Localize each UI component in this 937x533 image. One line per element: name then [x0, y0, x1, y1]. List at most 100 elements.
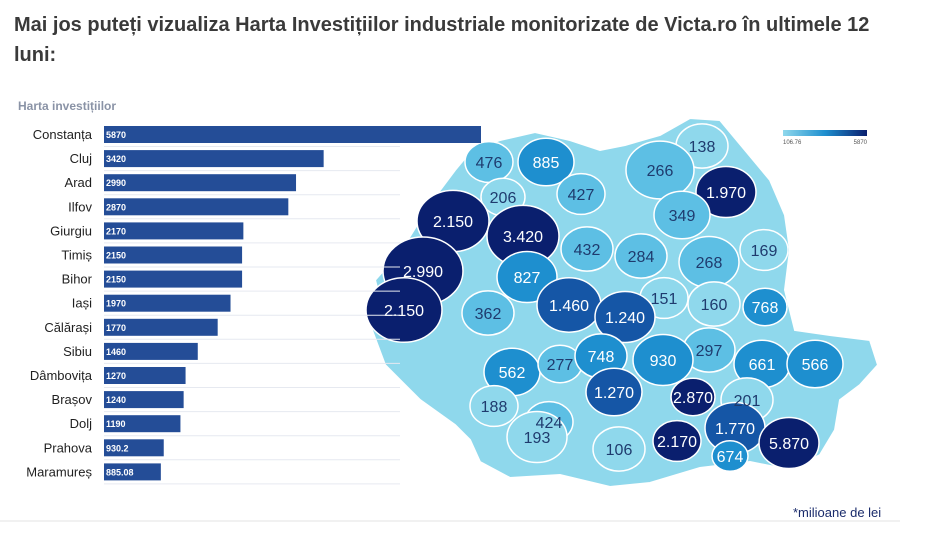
- map-region-label: 160: [701, 297, 728, 314]
- map-region-label: 2.990: [403, 264, 443, 281]
- map-region-label: 1.770: [715, 421, 755, 438]
- map-region-label: 297: [696, 343, 723, 360]
- map-region-label: 566: [802, 357, 829, 374]
- bar-value-label: 1270: [106, 371, 126, 381]
- map-region: [556, 172, 606, 216]
- map-region-label: 1.970: [706, 185, 746, 202]
- bar-value-label: 2150: [106, 275, 126, 285]
- map-region-label: 768: [752, 300, 779, 317]
- map-region: [758, 416, 820, 470]
- bar-chart-title: Harta investițiilor: [18, 99, 116, 113]
- map-region-label: 362: [475, 306, 502, 323]
- map-region: [711, 439, 749, 473]
- bar-value-label: 5870: [106, 130, 126, 140]
- map-region-label: 169: [751, 243, 778, 260]
- panel-divider: [0, 520, 900, 522]
- bar: [104, 222, 244, 240]
- map-region: [614, 233, 668, 279]
- bar-value-label: 930.2: [106, 443, 129, 453]
- bar-value-label: 1970: [106, 299, 126, 309]
- map-region-label: 2.870: [673, 390, 713, 407]
- map-legend-min: 106.76: [783, 140, 802, 146]
- bar-category-label: Maramureș: [26, 464, 92, 479]
- map-region-label: 2.150: [433, 214, 473, 231]
- bar-value-label: 1240: [106, 395, 126, 405]
- map-region: [632, 333, 694, 387]
- bar-value-label: 2150: [106, 251, 126, 261]
- bar: [104, 415, 181, 433]
- map-region: [625, 140, 695, 200]
- bar: [104, 367, 186, 384]
- bar-category-label: Dâmbovița: [30, 368, 93, 383]
- map-region: [742, 287, 788, 327]
- bar-category-label: Prahova: [44, 440, 93, 455]
- map-region-label: 1.240: [605, 310, 645, 327]
- map-region-label: 827: [514, 270, 541, 287]
- page-headline: Mai jos puteți vizualiza Harta Investiți…: [14, 14, 870, 66]
- bar: [104, 294, 231, 312]
- map-region-label: 432: [574, 242, 601, 259]
- bar-category-label: Arad: [65, 175, 92, 190]
- bar-category-label: Călărași: [44, 320, 92, 335]
- units-footnote: *milioane de lei: [793, 505, 882, 520]
- map-region-label: 193: [524, 430, 551, 447]
- bar-value-label: 1770: [106, 323, 126, 333]
- bar-value-label: 2870: [106, 202, 126, 212]
- bar-value-label: 885.08: [106, 467, 134, 477]
- map-region-label: 188: [481, 399, 508, 416]
- map-region: [653, 190, 711, 240]
- map-region: [652, 419, 702, 463]
- map-region: [469, 384, 519, 428]
- bar-category-label: Constanța: [33, 127, 93, 142]
- map-region-label: 266: [647, 163, 674, 180]
- map-region-label: 106: [606, 442, 633, 459]
- bar: [104, 270, 243, 288]
- map-region-label: 885: [533, 155, 560, 172]
- bar-value-label: 3420: [106, 154, 126, 164]
- map-legend-max: 5870: [854, 140, 868, 146]
- map-region-label: 2.150: [384, 303, 424, 320]
- map-region-label: 5.870: [769, 436, 809, 453]
- map-region-label: 562: [499, 365, 526, 382]
- bar-category-label: Sibiu: [63, 344, 92, 359]
- map-region: [592, 426, 646, 472]
- map-region-label: 138: [689, 139, 716, 156]
- map-region-label: 206: [490, 190, 517, 207]
- map-region-label: 284: [628, 249, 655, 266]
- bar: [104, 198, 289, 216]
- map-region-label: 424: [536, 415, 563, 432]
- map-region: [461, 290, 515, 336]
- map-region-label: 930: [650, 353, 677, 370]
- map-region-label: 201: [734, 393, 761, 410]
- map-region: [560, 226, 614, 272]
- bar-category-label: Timiș: [61, 248, 92, 263]
- bar-category-label: Brașov: [52, 392, 93, 407]
- map-region-label: 427: [568, 187, 595, 204]
- map-region-label: 2.170: [657, 434, 697, 451]
- bar: [104, 463, 161, 481]
- map-region-label: 349: [669, 208, 696, 225]
- map-region-label: 1.460: [549, 298, 589, 315]
- bar: [104, 439, 164, 457]
- map-region: [585, 367, 643, 417]
- bar-value-label: 1190: [106, 419, 126, 429]
- map-region: [786, 339, 844, 389]
- bar: [104, 342, 198, 360]
- map-region-label: 748: [588, 349, 615, 366]
- map-region: [506, 410, 568, 464]
- bar: [104, 246, 243, 264]
- bar-category-label: Iași: [72, 296, 92, 311]
- bar-category-label: Dolj: [70, 416, 93, 431]
- map-region-label: 3.420: [503, 229, 543, 246]
- bar-category-label: Cluj: [70, 151, 93, 166]
- bar: [104, 318, 218, 336]
- bar-value-label: 1460: [106, 347, 126, 357]
- map-region: [670, 377, 716, 417]
- bar-value-label: 2170: [106, 226, 126, 236]
- map-region: [739, 228, 789, 272]
- map-region-label: 476: [476, 155, 503, 172]
- bar-category-label: Ilfov: [68, 199, 92, 214]
- map-region-label: 1.270: [594, 385, 634, 402]
- bar-value-label: 2990: [106, 178, 126, 188]
